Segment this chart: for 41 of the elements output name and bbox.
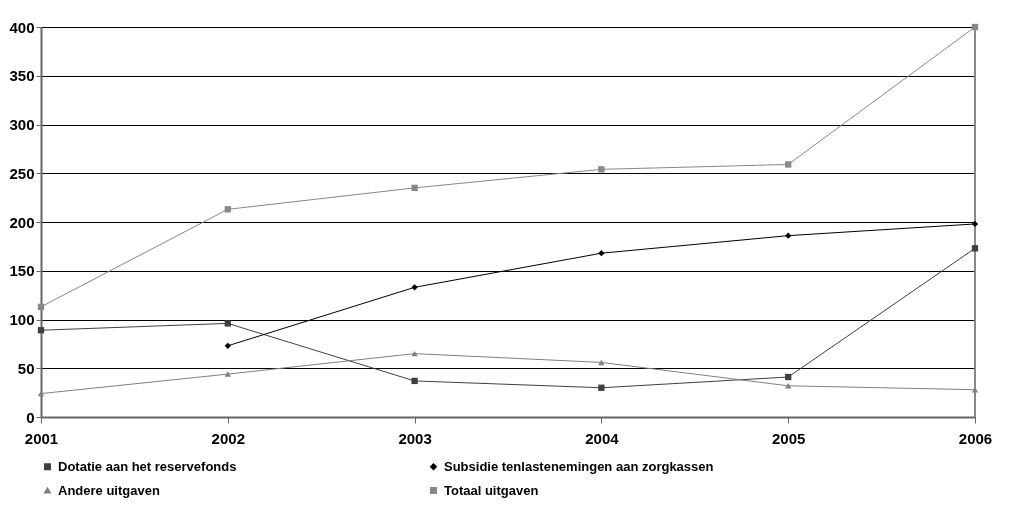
y-tick-label: 300 [9,116,35,133]
point [411,184,418,192]
x-tick-label: 2004 [585,429,620,447]
point [785,373,792,381]
point [971,220,979,228]
y-tick-label: 250 [9,164,35,182]
legend-label: Andere uitgaven [58,482,160,498]
point [598,250,605,257]
point [411,350,418,357]
point [598,384,605,391]
y-tick-label: 0 [26,408,35,426]
x-tick-label: 2006 [958,429,993,447]
point [37,327,45,334]
legend-label: Dotatie aan het reservefonds [58,458,237,474]
point [971,245,979,252]
point [37,303,45,310]
point [785,232,792,239]
point [224,320,231,327]
x-tick-label: 2001 [24,429,59,447]
point [411,377,418,385]
y-tick-label: 350 [9,67,35,85]
x-tick-label: 2003 [398,429,432,447]
point [785,383,792,389]
point [37,390,45,397]
y-tick-label: 400 [9,18,35,36]
legend-label: Subsidie tenlastenemingen aan zorgkassen [444,458,714,474]
point [224,342,231,349]
y-tick-label: 100 [9,311,35,328]
point [598,359,605,366]
legend-label: Totaal uitgaven [444,482,539,498]
y-tick-label: 200 [9,213,35,231]
point [224,371,231,377]
x-tick-label: 2005 [772,429,806,447]
x-tick-label: 2002 [211,429,245,447]
y-tick-label: 150 [9,262,35,280]
point [785,161,792,168]
point [411,284,418,291]
point [971,23,979,31]
y-tick-label: 50 [17,359,35,377]
point [224,206,231,213]
point [598,166,605,173]
